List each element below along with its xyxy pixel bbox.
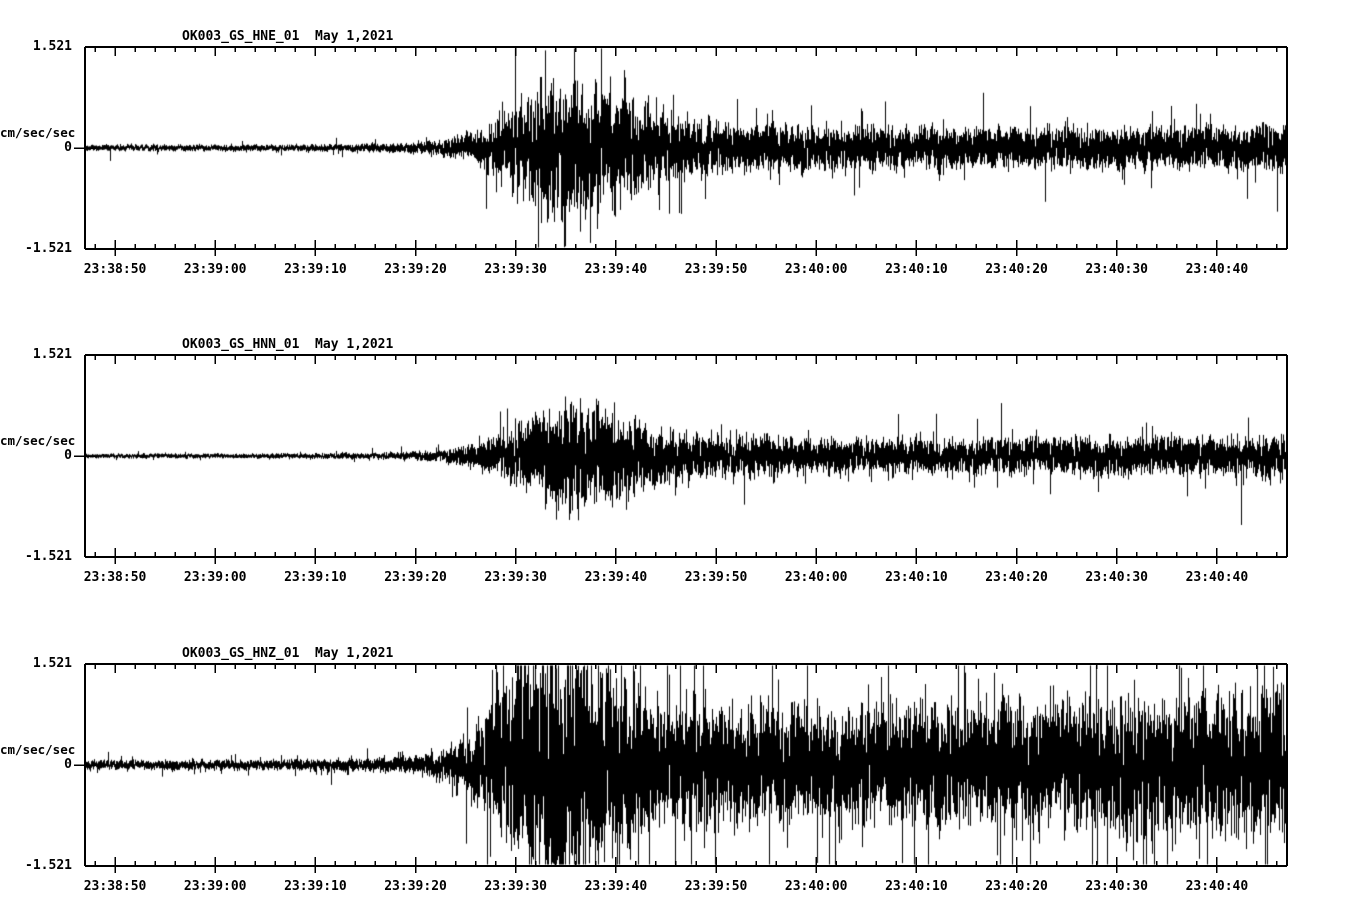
x-tick-label-hnz-8: 23:40:10 <box>885 879 948 894</box>
y-tick-min-hnn: -1.521 <box>25 549 72 564</box>
x-tick-label-hne-9: 23:40:20 <box>985 262 1048 277</box>
y-axis-units-label-hne: cm/sec/sec <box>0 125 76 140</box>
x-tick-label-hnz-7: 23:40:00 <box>784 879 848 894</box>
x-tick-label-hnn-2: 23:39:10 <box>284 570 347 585</box>
y-tick-max-hnn: 1.521 <box>32 347 72 362</box>
x-tick-label-hnn-3: 23:39:20 <box>384 570 447 585</box>
waveform-trace-hne <box>86 48 1286 248</box>
x-tick-label-hnz-3: 23:39:20 <box>384 879 447 894</box>
x-tick-label-hnz-11: 23:40:40 <box>1185 879 1249 894</box>
x-tick-label-hnz-0: 23:38:50 <box>83 879 147 894</box>
x-tick-label-hne-7: 23:40:00 <box>784 262 848 277</box>
x-tick-label-hnz-4: 23:39:30 <box>484 879 548 894</box>
x-tick-label-hne-10: 23:40:30 <box>1085 262 1149 277</box>
x-tick-label-hnz-1: 23:39:00 <box>183 879 247 894</box>
y-axis-units-label-hnz: cm/sec/sec <box>0 742 76 757</box>
x-tick-label-hnz-6: 23:39:50 <box>684 879 748 894</box>
x-tick-label-hnz-2: 23:39:10 <box>284 879 347 894</box>
x-tick-label-hne-6: 23:39:50 <box>684 262 748 277</box>
y-tick-min-hnz: -1.521 <box>25 858 72 873</box>
waveform-trace-hnn <box>86 356 1286 556</box>
x-tick-label-hne-5: 23:39:40 <box>584 262 648 277</box>
x-tick-label-hnn-1: 23:39:00 <box>183 570 247 585</box>
panel-title-hnz: OK003_GS_HNZ_01 May 1,2021 <box>182 646 394 661</box>
waveform-trace-hnz <box>86 665 1286 865</box>
x-tick-label-hnz-10: 23:40:30 <box>1085 879 1149 894</box>
y-tick-max-hnz: 1.521 <box>32 656 72 671</box>
y-tick-zero-hnz: 0 <box>64 757 72 772</box>
x-tick-label-hne-3: 23:39:20 <box>384 262 447 277</box>
y-tick-min-hne: -1.521 <box>25 241 72 256</box>
x-tick-label-hnz-9: 23:40:20 <box>985 879 1048 894</box>
y-tick-max-hne: 1.521 <box>32 39 72 54</box>
x-tick-label-hnn-4: 23:39:30 <box>484 570 548 585</box>
x-tick-label-hne-1: 23:39:00 <box>183 262 247 277</box>
x-tick-label-hne-11: 23:40:40 <box>1185 262 1249 277</box>
x-tick-label-hne-8: 23:40:10 <box>885 262 948 277</box>
x-tick-label-hnn-0: 23:38:50 <box>83 570 147 585</box>
y-tick-zero-hne: 0 <box>64 140 72 155</box>
y-axis-units-label-hnn: cm/sec/sec <box>0 433 76 448</box>
x-tick-label-hnn-9: 23:40:20 <box>985 570 1048 585</box>
panel-title-hnn: OK003_GS_HNN_01 May 1,2021 <box>182 337 394 352</box>
x-tick-label-hnn-7: 23:40:00 <box>784 570 848 585</box>
x-tick-label-hnn-8: 23:40:10 <box>885 570 948 585</box>
x-tick-label-hne-4: 23:39:30 <box>484 262 548 277</box>
x-tick-label-hnn-6: 23:39:50 <box>684 570 748 585</box>
x-tick-label-hne-0: 23:38:50 <box>83 262 147 277</box>
x-tick-label-hnz-5: 23:39:40 <box>584 879 648 894</box>
x-tick-label-hne-2: 23:39:10 <box>284 262 347 277</box>
x-tick-label-hnn-5: 23:39:40 <box>584 570 648 585</box>
x-tick-label-hnn-10: 23:40:30 <box>1085 570 1149 585</box>
panel-title-hne: OK003_GS_HNE_01 May 1,2021 <box>182 29 394 44</box>
x-tick-label-hnn-11: 23:40:40 <box>1185 570 1249 585</box>
y-tick-zero-hnn: 0 <box>64 448 72 463</box>
